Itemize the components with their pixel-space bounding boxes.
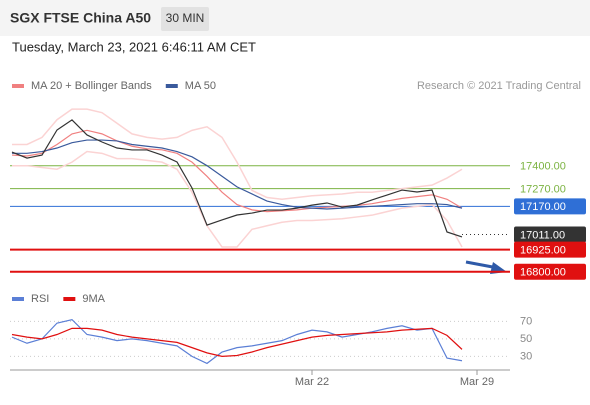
legend-swatch — [12, 297, 24, 301]
series-line — [11, 327, 463, 357]
level-label: 17270.00 — [520, 184, 566, 196]
level-box — [514, 226, 586, 243]
series-line — [11, 119, 463, 238]
series-line — [11, 129, 463, 213]
timeframe-button[interactable] — [161, 7, 209, 31]
legend-label: MA 50 — [185, 80, 216, 92]
series-line — [11, 318, 463, 365]
legend-label: 9MA — [82, 293, 105, 305]
level-label: 16800.00 — [520, 267, 566, 279]
level-label: 17011.00 — [520, 229, 565, 241]
legend-swatch — [12, 84, 24, 88]
legend-swatch — [63, 297, 76, 301]
level-label: 16925.00 — [520, 245, 566, 257]
level-label: 17170.00 — [520, 201, 566, 213]
level-box — [514, 263, 586, 280]
legend-label: RSI — [31, 293, 49, 305]
legend-swatch — [165, 84, 178, 88]
x-tick-label: Mar 29 — [460, 376, 494, 388]
level-box — [514, 198, 586, 215]
header-bar — [0, 0, 590, 36]
x-tick-label: Mar 22 — [295, 376, 329, 388]
series-line — [12, 139, 463, 210]
level-label: 17400.00 — [520, 161, 566, 173]
series-line — [12, 108, 463, 201]
title: SGX FTSE China A50 — [10, 10, 151, 26]
y-tick-label: 50 — [520, 333, 532, 345]
y-tick-label: 70 — [520, 315, 532, 327]
credit: Research © 2021 Trading Central — [417, 80, 581, 92]
timeframe[interactable]: 30 MIN — [166, 11, 205, 25]
legend-label: MA 20 + Bollinger Bands — [31, 80, 152, 92]
level-box — [514, 241, 586, 258]
datetime: Tuesday, March 23, 2021 6:46:11 AM CET — [12, 39, 256, 54]
y-tick-label: 30 — [520, 350, 532, 362]
series-line — [12, 150, 463, 248]
